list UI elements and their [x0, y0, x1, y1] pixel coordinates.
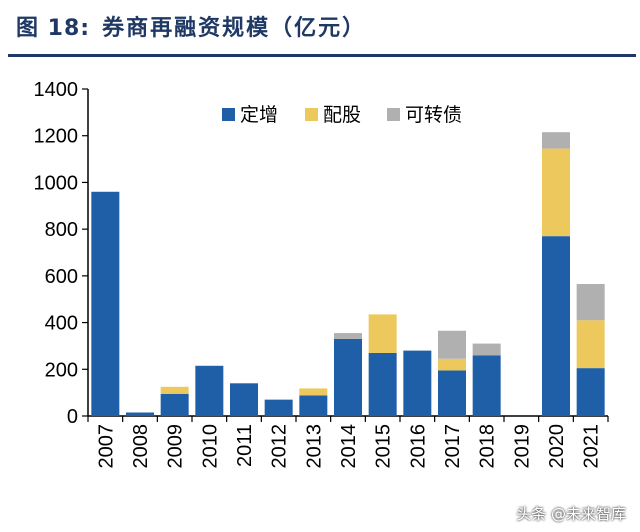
bar-segment: [472, 355, 501, 416]
x-tick-label: 2017: [442, 424, 464, 469]
legend-label: 可转债: [405, 104, 462, 126]
y-tick-label: 200: [45, 359, 78, 381]
bar-segment: [368, 314, 397, 353]
bar-segment: [126, 412, 154, 416]
x-tick-label: 2019: [511, 424, 533, 469]
x-tick-label: 2020: [546, 424, 568, 469]
bar-segment: [264, 399, 293, 416]
legend-swatch: [305, 108, 318, 121]
title-divider: [8, 54, 636, 57]
y-tick-label: 1200: [34, 126, 79, 148]
x-tick-label: 2011: [234, 424, 256, 467]
y-tick-label: 0: [67, 406, 78, 428]
figure-title-bar: 图 18: 券商再融资规模（亿元）: [0, 0, 640, 52]
x-tick-label: 2010: [199, 424, 221, 469]
x-tick-label: 2009: [165, 424, 187, 469]
x-tick-label: 2018: [477, 424, 499, 469]
y-tick-label: 400: [45, 313, 78, 335]
bar-segment: [472, 343, 501, 356]
y-tick-label: 1400: [34, 79, 79, 101]
y-tick-label: 1000: [34, 172, 79, 194]
y-tick-label: 600: [45, 266, 78, 288]
bar-segment: [334, 333, 362, 339]
figure-label: 图 18:: [16, 16, 91, 41]
bar-segment: [576, 284, 605, 321]
bar-segment: [542, 236, 570, 416]
bar-segment: [576, 320, 605, 369]
bar-segment: [334, 338, 362, 416]
x-tick-label: 2014: [338, 424, 360, 469]
bar-segment: [576, 368, 605, 416]
bar-segment: [438, 370, 466, 416]
legend-swatch: [387, 108, 400, 121]
x-tick-label: 2007: [95, 424, 117, 469]
watermark: 头条 @未来智库: [516, 505, 626, 523]
x-tick-label: 2015: [373, 424, 395, 469]
x-tick-label: 2016: [407, 424, 429, 469]
x-tick-label: 2021: [581, 424, 603, 469]
legend-label: 配股: [323, 104, 361, 126]
bar-segment: [438, 330, 466, 359]
bar-segment: [368, 352, 397, 416]
legend-label: 定增: [240, 104, 278, 126]
x-tick-label: 2013: [303, 424, 325, 469]
bar-segment: [160, 393, 189, 416]
bar-segment: [299, 395, 328, 416]
bar-segment: [160, 386, 189, 394]
bar-segment: [195, 365, 224, 416]
bar-segment: [91, 191, 120, 416]
legend-swatch: [222, 108, 235, 121]
bar-segment: [542, 148, 570, 237]
figure-title: 券商再融资规模（亿元）: [102, 16, 367, 41]
y-tick-label: 800: [45, 219, 78, 241]
bar-segment: [403, 350, 432, 416]
x-tick-label: 2012: [269, 424, 291, 469]
bar-segment: [542, 132, 570, 149]
x-tick-label: 2008: [130, 424, 152, 469]
bar-segment: [230, 383, 258, 416]
bar-segment: [438, 358, 466, 371]
bar-segment: [299, 388, 328, 396]
